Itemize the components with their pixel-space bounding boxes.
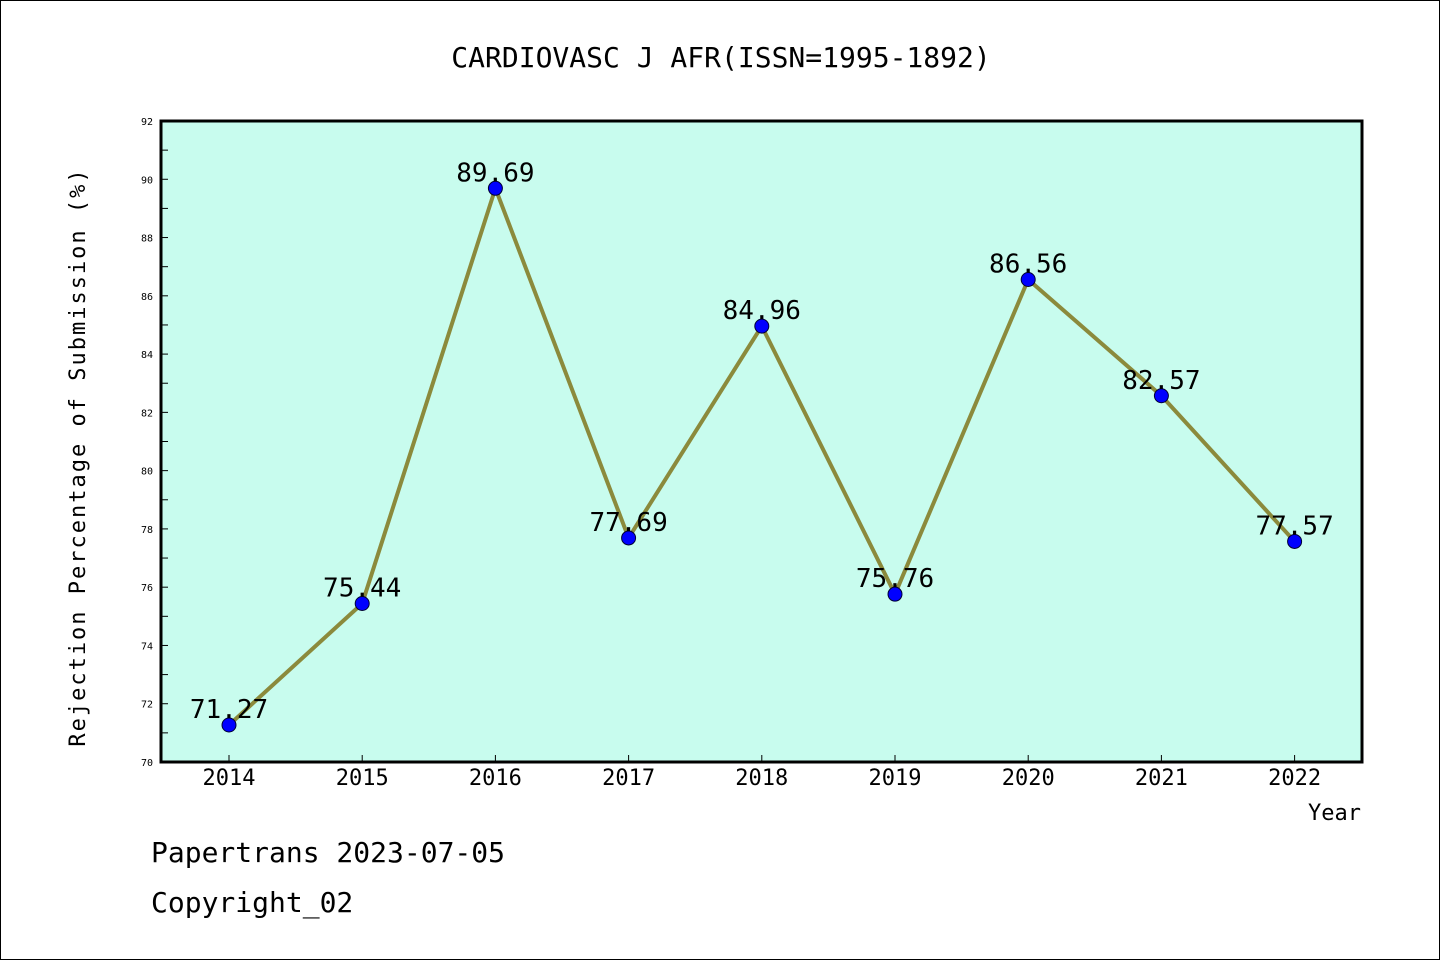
x-tick-label: 2019 — [869, 766, 922, 791]
footer-date: Papertrans 2023-07-05 — [151, 836, 506, 869]
data-point — [1020, 272, 1036, 288]
data-point — [221, 717, 237, 733]
data-label: 84.96 — [723, 296, 801, 326]
x-tick-label: 2015 — [336, 766, 389, 791]
data-point — [621, 530, 637, 546]
x-tick-label: 2017 — [602, 766, 655, 791]
y-tick-label: 84 — [141, 350, 153, 361]
data-label: 77.57 — [1255, 511, 1333, 541]
data-label: 86.56 — [989, 250, 1067, 280]
data-point — [1287, 533, 1303, 549]
x-axis: 2014 2015 2016 2017 2018 2019 2020 2021 2022 — [203, 755, 1321, 791]
y-tick-label: 78 — [141, 525, 153, 536]
data-labels-group: 71.27 75.44 89.69 77.69 84.96 75.76 86.56 82.57… — [190, 158, 1334, 725]
data-point — [487, 180, 503, 196]
data-label: 71.27 — [190, 695, 268, 725]
y-tick-label: 88 — [141, 234, 153, 245]
x-tick-label: 2018 — [735, 766, 788, 791]
y-tick-label: 76 — [141, 583, 153, 594]
y-axis: 70 72 74 76 78 80 82 84 86 88 90 92 — [141, 117, 168, 769]
data-label: 77.69 — [589, 508, 667, 538]
data-label: 75.76 — [856, 564, 934, 594]
data-point — [1153, 388, 1169, 404]
data-label: 82.57 — [1122, 366, 1200, 396]
y-tick-label: 70 — [141, 758, 153, 769]
y-tick-label: 86 — [141, 292, 153, 303]
plot-area — [159, 119, 1364, 764]
data-point — [754, 318, 770, 334]
x-tick-label: 2016 — [469, 766, 522, 791]
data-point — [354, 595, 370, 611]
y-axis-label: Rejection Percentage of Submission (%) — [66, 167, 91, 746]
data-point — [887, 586, 903, 602]
data-points-group — [221, 180, 1303, 733]
y-tick-label: 74 — [141, 641, 153, 652]
data-label: 75.44 — [323, 573, 401, 603]
x-tick-label: 2022 — [1268, 766, 1321, 791]
x-axis-label: Year — [1308, 801, 1361, 826]
y-tick-label: 72 — [141, 700, 153, 711]
y-tick-label: 92 — [141, 117, 153, 128]
x-tick-label: 2014 — [203, 766, 256, 791]
x-tick-label: 2021 — [1135, 766, 1188, 791]
chart-title: CARDIOVASC J AFR(ISSN=1995-1892) — [451, 41, 990, 74]
x-tick-label: 2020 — [1002, 766, 1055, 791]
y-tick-label: 80 — [141, 467, 153, 478]
y-tick-label: 90 — [141, 175, 153, 186]
footer-copyright: Copyright_02 — [151, 886, 354, 919]
y-tick-label: 82 — [141, 408, 153, 419]
data-label: 89.69 — [456, 158, 534, 188]
